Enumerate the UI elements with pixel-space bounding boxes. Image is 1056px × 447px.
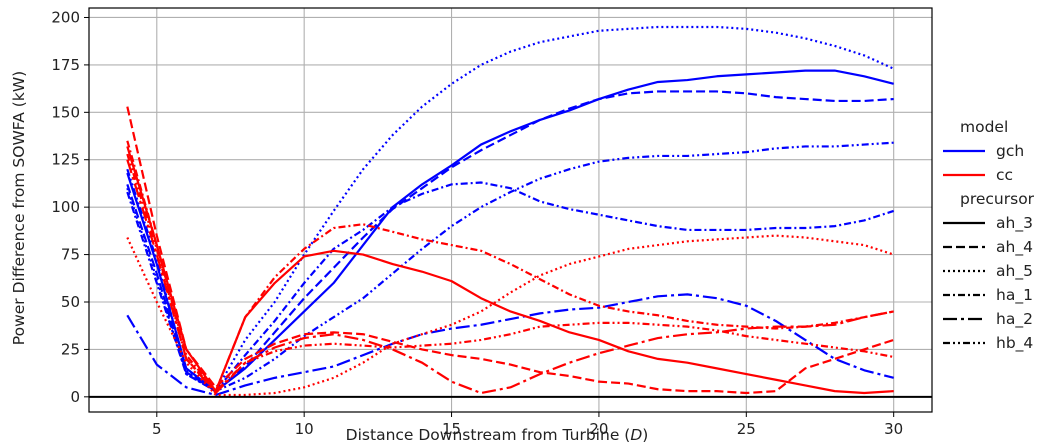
series-line-gch-ha_2 xyxy=(126,293,894,397)
series-line-gch-ha_1 xyxy=(126,181,895,393)
legend-label-hb_4: hb_4 xyxy=(996,334,1033,353)
legend-title-precursor: precursor xyxy=(960,190,1035,208)
series-line-cc-ha_1 xyxy=(126,140,894,393)
x-axis-ticks: 5 10 15 20 25 30 xyxy=(152,412,903,438)
series-line-gch-ah_5 xyxy=(126,25,895,393)
plot-frame xyxy=(88,7,933,413)
x-tick-label: 30 xyxy=(884,420,903,438)
y-tick-label: 100 xyxy=(51,198,80,216)
series-line-cc-ha_2 xyxy=(126,159,894,395)
legend-title-model: model xyxy=(960,118,1008,136)
grid xyxy=(89,8,932,412)
y-tick-label: 75 xyxy=(61,246,80,264)
y-tick-label: 50 xyxy=(61,293,80,311)
legend-label-ah_5: ah_5 xyxy=(996,262,1033,281)
x-tick-label: 20 xyxy=(589,420,608,438)
x-tick-label: 10 xyxy=(295,420,314,438)
series-line-cc-ah_5 xyxy=(126,234,895,397)
y-tick-label: 150 xyxy=(51,103,80,121)
y-axis-label: Power Difference from SOWFA (kW) xyxy=(10,71,28,345)
y-tick-label: 175 xyxy=(51,56,80,74)
x-tick-label: 25 xyxy=(737,420,756,438)
y-tick-label: 125 xyxy=(51,151,80,169)
y-tick-label: 200 xyxy=(51,8,80,26)
x-axis-label: Distance Downstream from Turbine (D) xyxy=(346,426,649,444)
legend-label-ah_4: ah_4 xyxy=(996,238,1033,257)
legend-label-ah_3: ah_3 xyxy=(996,214,1033,233)
legend-label-ha_2: ha_2 xyxy=(996,310,1033,329)
series-layer xyxy=(126,25,895,397)
legend-label-ha_1: ha_1 xyxy=(996,286,1033,305)
y-tick-label: 0 xyxy=(70,388,80,406)
series-line-cc-ah_3 xyxy=(126,146,894,395)
y-axis-ticks: 0 25 50 75 100 125 150 175 200 xyxy=(51,8,89,406)
series-line-gch-ah_4 xyxy=(126,90,894,393)
legend: model gch cc precursor ah_3 ah_4 ah_5 ha_1 ha_2h… xyxy=(943,118,1035,353)
x-tick-label: 15 xyxy=(442,420,461,438)
y-tick-label: 25 xyxy=(61,340,80,358)
x-tick-label: 5 xyxy=(152,420,162,438)
series-line-cc-hb_4 xyxy=(126,153,894,393)
legend-label-gch: gch xyxy=(996,142,1024,160)
series-line-cc-ah_4 xyxy=(126,106,895,395)
legend-label-cc: cc xyxy=(996,166,1013,184)
series-line-gch-ah_3 xyxy=(126,69,894,393)
series-line-gch-hb_4 xyxy=(126,141,894,393)
